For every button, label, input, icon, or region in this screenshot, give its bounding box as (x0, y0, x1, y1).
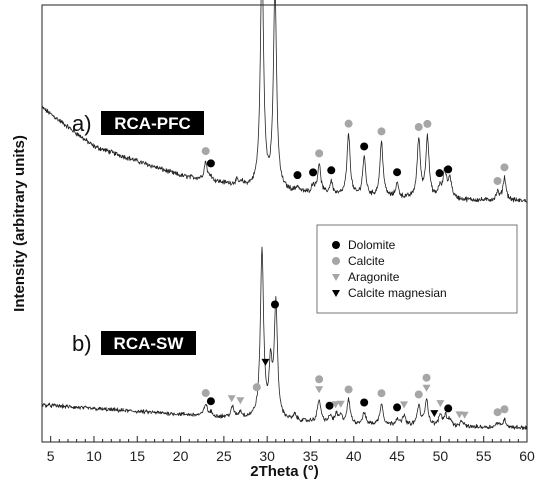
marker-calcite (493, 408, 502, 417)
marker-calcite (493, 177, 502, 186)
legend-symbol-dolomite (332, 241, 340, 249)
marker-calcite-magnesian (430, 410, 439, 418)
legend-label-aragonite: Aragonite (348, 270, 400, 284)
marker-dolomite (393, 168, 402, 177)
marker-calcite (315, 149, 324, 158)
marker-calcite (315, 375, 324, 384)
marker-calcite (414, 390, 423, 399)
series-tag-bg-a (101, 111, 204, 135)
x-tick-label: 35 (303, 448, 319, 464)
marker-aragonite (436, 400, 445, 408)
marker-calcite (344, 119, 353, 128)
marker-calcite (500, 405, 509, 414)
marker-dolomite (444, 165, 453, 174)
marker-calcite-magnesian (261, 358, 270, 366)
x-tick-label: 60 (519, 448, 535, 464)
x-axis: 5 10 15 20 25 30 35 40 45 50 55 60 (41, 436, 535, 464)
x-tick-label: 55 (476, 448, 492, 464)
marker-dolomite (206, 159, 215, 168)
x-tick-label: 50 (433, 448, 449, 464)
marker-calcite (414, 123, 423, 132)
marker-aragonite (315, 386, 324, 394)
marker-calcite (377, 127, 386, 136)
legend-box (316, 224, 518, 314)
x-tick-label: 30 (259, 448, 275, 464)
marker-dolomite (270, 300, 279, 309)
series-line-rca-sw (41, 246, 528, 431)
x-tick-label: 40 (346, 448, 362, 464)
series-label-rca-sw: b) RCA-SW (72, 331, 196, 356)
marker-aragonite (227, 395, 236, 403)
marker-calcite (201, 389, 210, 398)
marker-calcite (500, 163, 509, 172)
series-label-rca-pfc: a) RCA-PFC (72, 111, 204, 136)
marker-dolomite (325, 401, 334, 410)
x-tick-label: 25 (216, 448, 232, 464)
series-tag-bg-b (101, 331, 196, 355)
marker-dolomite (309, 168, 318, 177)
marker-aragonite (400, 401, 409, 409)
marker-dolomite (360, 142, 369, 151)
marker-layer (201, 119, 509, 419)
marker-dolomite (206, 397, 215, 406)
marker-calcite (252, 383, 261, 392)
x-tick-label: 45 (389, 448, 405, 464)
y-axis-title: Intensity (arbitrary units) (11, 135, 28, 312)
marker-dolomite (327, 166, 336, 175)
marker-calcite (377, 389, 386, 398)
marker-dolomite (393, 403, 402, 412)
marker-aragonite (336, 400, 345, 408)
x-tick-label: 20 (173, 448, 189, 464)
marker-dolomite (435, 169, 444, 178)
marker-dolomite (360, 398, 369, 407)
series-prefix-b: b) (72, 331, 92, 356)
legend-label-dolomite: Dolomite (348, 238, 396, 252)
legend-label-calcite: Calcite (348, 254, 385, 268)
marker-calcite (422, 373, 431, 382)
marker-calcite (423, 119, 432, 128)
legend-label-calcite-magnesian: Calcite magnesian (348, 286, 447, 300)
marker-aragonite (236, 397, 245, 405)
plot-frame (41, 4, 528, 443)
x-tick-label: 10 (86, 448, 102, 464)
marker-calcite (344, 385, 353, 394)
x-axis-title: 2Theta (°) (250, 463, 319, 480)
legend-symbol-aragonite (332, 274, 340, 281)
x-tick-label: 15 (129, 448, 145, 464)
legend-symbol-calcite-magnesian (332, 290, 340, 297)
series-line-rca-pfc (41, 0, 528, 203)
series-tag-b: RCA-SW (114, 334, 185, 353)
marker-dolomite (444, 404, 453, 413)
marker-calcite (201, 147, 210, 156)
legend: Dolomite Calcite Aragonite Calcite magnesia… (316, 224, 518, 314)
marker-dolomite (293, 171, 302, 180)
series-layer (41, 0, 528, 431)
series-prefix-a: a) (72, 111, 92, 136)
series-tag-a: RCA-PFC (114, 114, 191, 133)
marker-aragonite (422, 384, 431, 392)
marker-aragonite (331, 401, 340, 409)
x-tick-label: 5 (47, 448, 55, 464)
marker-aragonite (460, 411, 469, 419)
legend-symbol-calcite (332, 257, 340, 265)
